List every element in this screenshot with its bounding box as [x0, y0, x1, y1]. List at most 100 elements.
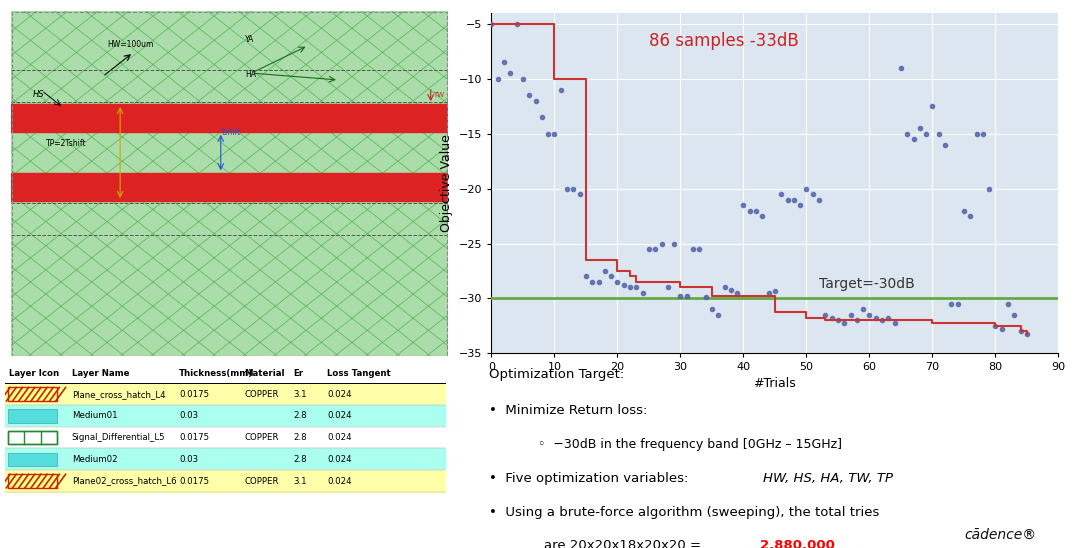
Text: 0.0175: 0.0175 [179, 477, 210, 486]
Point [652, 239, 670, 248]
Point [616, 281, 633, 290]
Point [609, 278, 626, 287]
Point [854, 305, 872, 314]
Bar [5, 384, 445, 405]
Point [798, 184, 815, 193]
Text: Tshift: Tshift [220, 128, 241, 137]
Text: Medium01: Medium01 [71, 412, 118, 420]
Point [810, 195, 827, 204]
Point [999, 300, 1016, 309]
Text: Thickness(mm): Thickness(mm) [179, 369, 254, 378]
Text: 0.024: 0.024 [327, 455, 352, 464]
Point [930, 129, 947, 138]
Point [754, 212, 771, 220]
Y-axis label: Objective Value: Objective Value [441, 134, 454, 232]
Point [867, 314, 885, 323]
Text: 86 samples -33dB: 86 samples -33dB [649, 32, 798, 49]
Point [905, 135, 922, 144]
Point [816, 311, 834, 319]
Point [836, 318, 853, 327]
Bar [41, 431, 57, 444]
Point [678, 292, 696, 301]
Text: Optimization Target:: Optimization Target: [489, 368, 624, 381]
Text: TP=2Tshift: TP=2Tshift [45, 139, 86, 147]
Text: ◦  −30dB in the frequency band [0GHz – 15GHz]: ◦ −30dB in the frequency band [0GHz – 15… [538, 438, 842, 452]
Bar [5, 405, 445, 427]
Point [1005, 311, 1023, 319]
Bar [11, 173, 448, 201]
Point [842, 311, 860, 319]
Bar [8, 409, 57, 423]
Point [527, 96, 544, 105]
Point [1018, 329, 1036, 338]
Point [710, 311, 727, 319]
Text: 0.0175: 0.0175 [179, 433, 210, 442]
Point [496, 58, 513, 66]
Point [879, 314, 896, 323]
Point [640, 244, 658, 253]
Point [767, 287, 784, 295]
Point [829, 316, 847, 325]
Text: 3.1: 3.1 [294, 390, 307, 399]
Text: 0.0175: 0.0175 [179, 390, 210, 399]
Point [703, 305, 720, 314]
Point [741, 206, 758, 215]
Text: 0.024: 0.024 [327, 433, 352, 442]
Point [521, 90, 538, 99]
Point [949, 300, 967, 309]
Text: 0.03: 0.03 [179, 412, 199, 420]
Text: 2.8: 2.8 [294, 412, 307, 420]
Text: Er: Er [294, 369, 303, 378]
Point [665, 239, 683, 248]
Point [634, 289, 651, 298]
Point [886, 318, 903, 327]
Point [672, 292, 689, 301]
Point [779, 195, 796, 204]
Point [685, 244, 702, 253]
Point [747, 206, 765, 215]
Point [552, 85, 569, 94]
Text: 0.024: 0.024 [327, 477, 352, 486]
Text: Loss Tangent: Loss Tangent [327, 369, 391, 378]
Point [785, 195, 802, 204]
Text: HW, HS, HA, TW, TP: HW, HS, HA, TW, TP [762, 472, 893, 486]
Point [961, 212, 978, 220]
Text: Layer Icon: Layer Icon [9, 369, 59, 378]
Point [981, 184, 998, 193]
Point [514, 74, 531, 83]
Bar [8, 474, 57, 488]
Bar [5, 470, 445, 492]
Point [578, 272, 595, 281]
Point [489, 74, 507, 83]
Text: Medium02: Medium02 [71, 455, 118, 464]
Text: 2.8: 2.8 [294, 455, 307, 464]
Text: TW: TW [433, 92, 444, 98]
Text: •  Five optimization variables:: • Five optimization variables: [489, 472, 697, 486]
Text: cādence®: cādence® [964, 528, 1037, 543]
Text: 0.024: 0.024 [327, 390, 352, 399]
Text: 0.03: 0.03 [179, 455, 199, 464]
Point [508, 19, 525, 28]
Text: Plane_cross_hatch_L4: Plane_cross_hatch_L4 [71, 390, 165, 399]
Point [918, 129, 935, 138]
Point [596, 267, 613, 276]
Bar [8, 431, 57, 444]
Point [691, 244, 708, 253]
Text: HW=100um: HW=100um [107, 40, 153, 49]
Point [772, 190, 789, 198]
Point [697, 293, 714, 302]
Point [621, 283, 638, 292]
Point [545, 129, 563, 138]
Point [804, 190, 822, 198]
Text: 0.024: 0.024 [327, 412, 352, 420]
Bar [5, 448, 445, 470]
Point [565, 184, 582, 193]
Text: 2.8: 2.8 [294, 433, 307, 442]
Bar [8, 453, 57, 466]
Point [936, 140, 954, 149]
Text: Signal_Differential_L5: Signal_Differential_L5 [71, 433, 165, 442]
Text: •  Minimize Return loss:: • Minimize Return loss: [489, 404, 647, 418]
Point [848, 316, 865, 325]
Bar [8, 431, 24, 444]
Point [987, 322, 1004, 330]
